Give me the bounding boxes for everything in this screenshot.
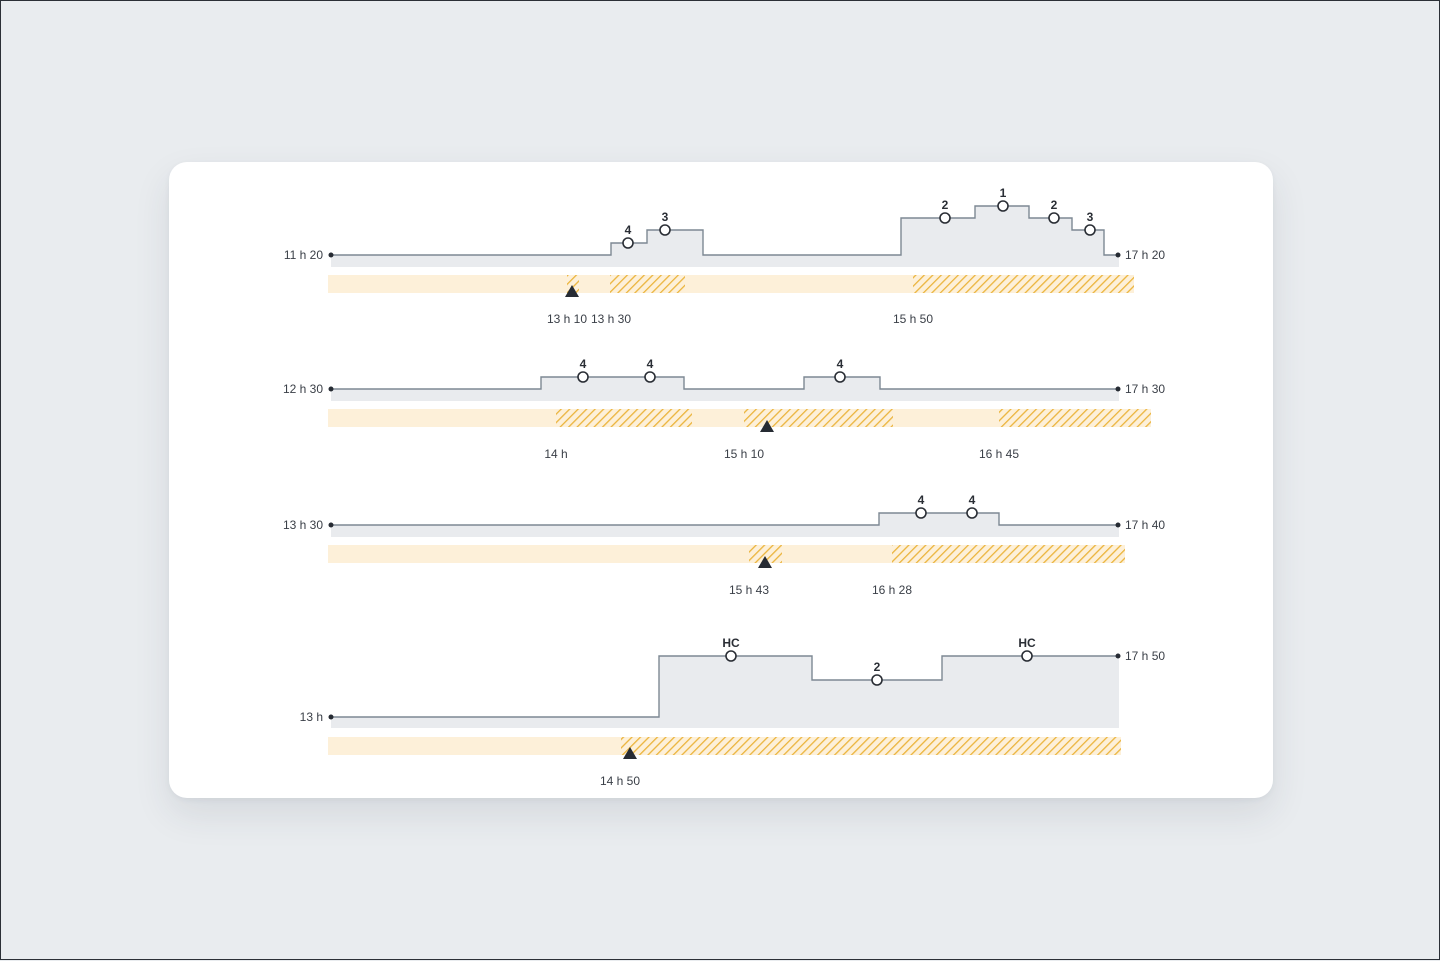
level-marker — [915, 507, 927, 519]
end-dot — [1115, 252, 1121, 258]
tick-label: 16 h 45 — [979, 447, 1019, 461]
tick-label: 14 h 50 — [600, 774, 640, 788]
timeline-row-2: 12 h 30 17 h 30 4 4 4 14 h 15 h 10 16 h … — [283, 357, 1165, 461]
level-label: 2 — [1051, 198, 1058, 212]
level-label: 3 — [1087, 210, 1094, 224]
event-marker-triangle — [623, 747, 637, 759]
band-hatch — [621, 737, 1121, 755]
level-marker — [871, 674, 883, 686]
start-time-label: 11 h 20 — [284, 248, 323, 262]
step-area — [331, 206, 1119, 267]
tick-label: 15 h 10 — [724, 447, 764, 461]
level-label: 1 — [1000, 186, 1007, 200]
tick-label: 15 h 50 — [893, 312, 933, 326]
level-label: 4 — [625, 223, 632, 237]
band-hatch — [610, 275, 685, 293]
tick-label: 16 h 28 — [872, 583, 912, 597]
tick-label: 13 h 10 — [547, 312, 587, 326]
level-label: 3 — [662, 210, 669, 224]
level-label: 4 — [580, 357, 587, 371]
event-marker-triangle — [758, 556, 772, 568]
step-line — [331, 655, 1118, 718]
end-dot — [1115, 522, 1121, 528]
level-marker — [622, 237, 634, 249]
level-marker — [997, 200, 1009, 212]
level-marker — [644, 371, 656, 383]
band-hatch — [892, 545, 1125, 563]
tick-label: 15 h 43 — [729, 583, 769, 597]
level-label: HC — [722, 636, 740, 650]
event-marker-triangle — [565, 285, 579, 297]
level-marker — [1048, 212, 1060, 224]
step-area — [331, 656, 1119, 728]
start-time-label: 13 h 30 — [283, 518, 323, 532]
timeline-row-4: 13 h 17 h 50 HC 2 HC 14 h 50 — [300, 636, 1166, 788]
end-time-label: 17 h 20 — [1125, 248, 1165, 262]
level-label: 4 — [647, 357, 654, 371]
start-time-label: 12 h 30 — [283, 382, 323, 396]
level-marker — [577, 371, 589, 383]
level-label: 2 — [942, 198, 949, 212]
end-dot — [1115, 653, 1121, 659]
level-marker — [1021, 650, 1033, 662]
level-marker — [1084, 224, 1096, 236]
level-label: 4 — [969, 493, 976, 507]
end-time-label: 17 h 40 — [1125, 518, 1165, 532]
step-line — [331, 512, 1118, 526]
start-dot — [328, 386, 334, 392]
level-label: HC — [1018, 636, 1036, 650]
step-line — [331, 376, 1118, 390]
band-hatch — [556, 409, 692, 427]
timeline-row-3: 13 h 30 17 h 40 4 4 15 h 43 16 h 28 — [283, 493, 1165, 597]
step-line — [331, 205, 1118, 256]
start-dot — [328, 522, 334, 528]
level-label: 2 — [874, 660, 881, 674]
level-marker — [834, 371, 846, 383]
band-hatch — [999, 409, 1151, 427]
band-hatch — [749, 545, 782, 563]
start-dot — [328, 252, 334, 258]
tick-label: 13 h 30 — [591, 312, 631, 326]
level-marker — [725, 650, 737, 662]
band-hatch — [744, 409, 893, 427]
timeline-row-1: 11 h 20 17 h 20 4 3 2 1 2 3 13 h 10 13 h… — [284, 186, 1166, 326]
end-dot — [1115, 386, 1121, 392]
level-marker — [939, 212, 951, 224]
level-label: 4 — [918, 493, 925, 507]
event-marker-triangle — [760, 420, 774, 432]
level-marker — [659, 224, 671, 236]
tick-label: 14 h — [544, 447, 567, 461]
end-time-label: 17 h 50 — [1125, 649, 1165, 663]
band-base — [328, 409, 1151, 427]
end-time-label: 17 h 30 — [1125, 382, 1165, 396]
start-time-label: 13 h — [300, 710, 323, 724]
band-hatch — [913, 275, 1134, 293]
level-marker — [966, 507, 978, 519]
start-dot — [328, 714, 334, 720]
level-label: 4 — [837, 357, 844, 371]
